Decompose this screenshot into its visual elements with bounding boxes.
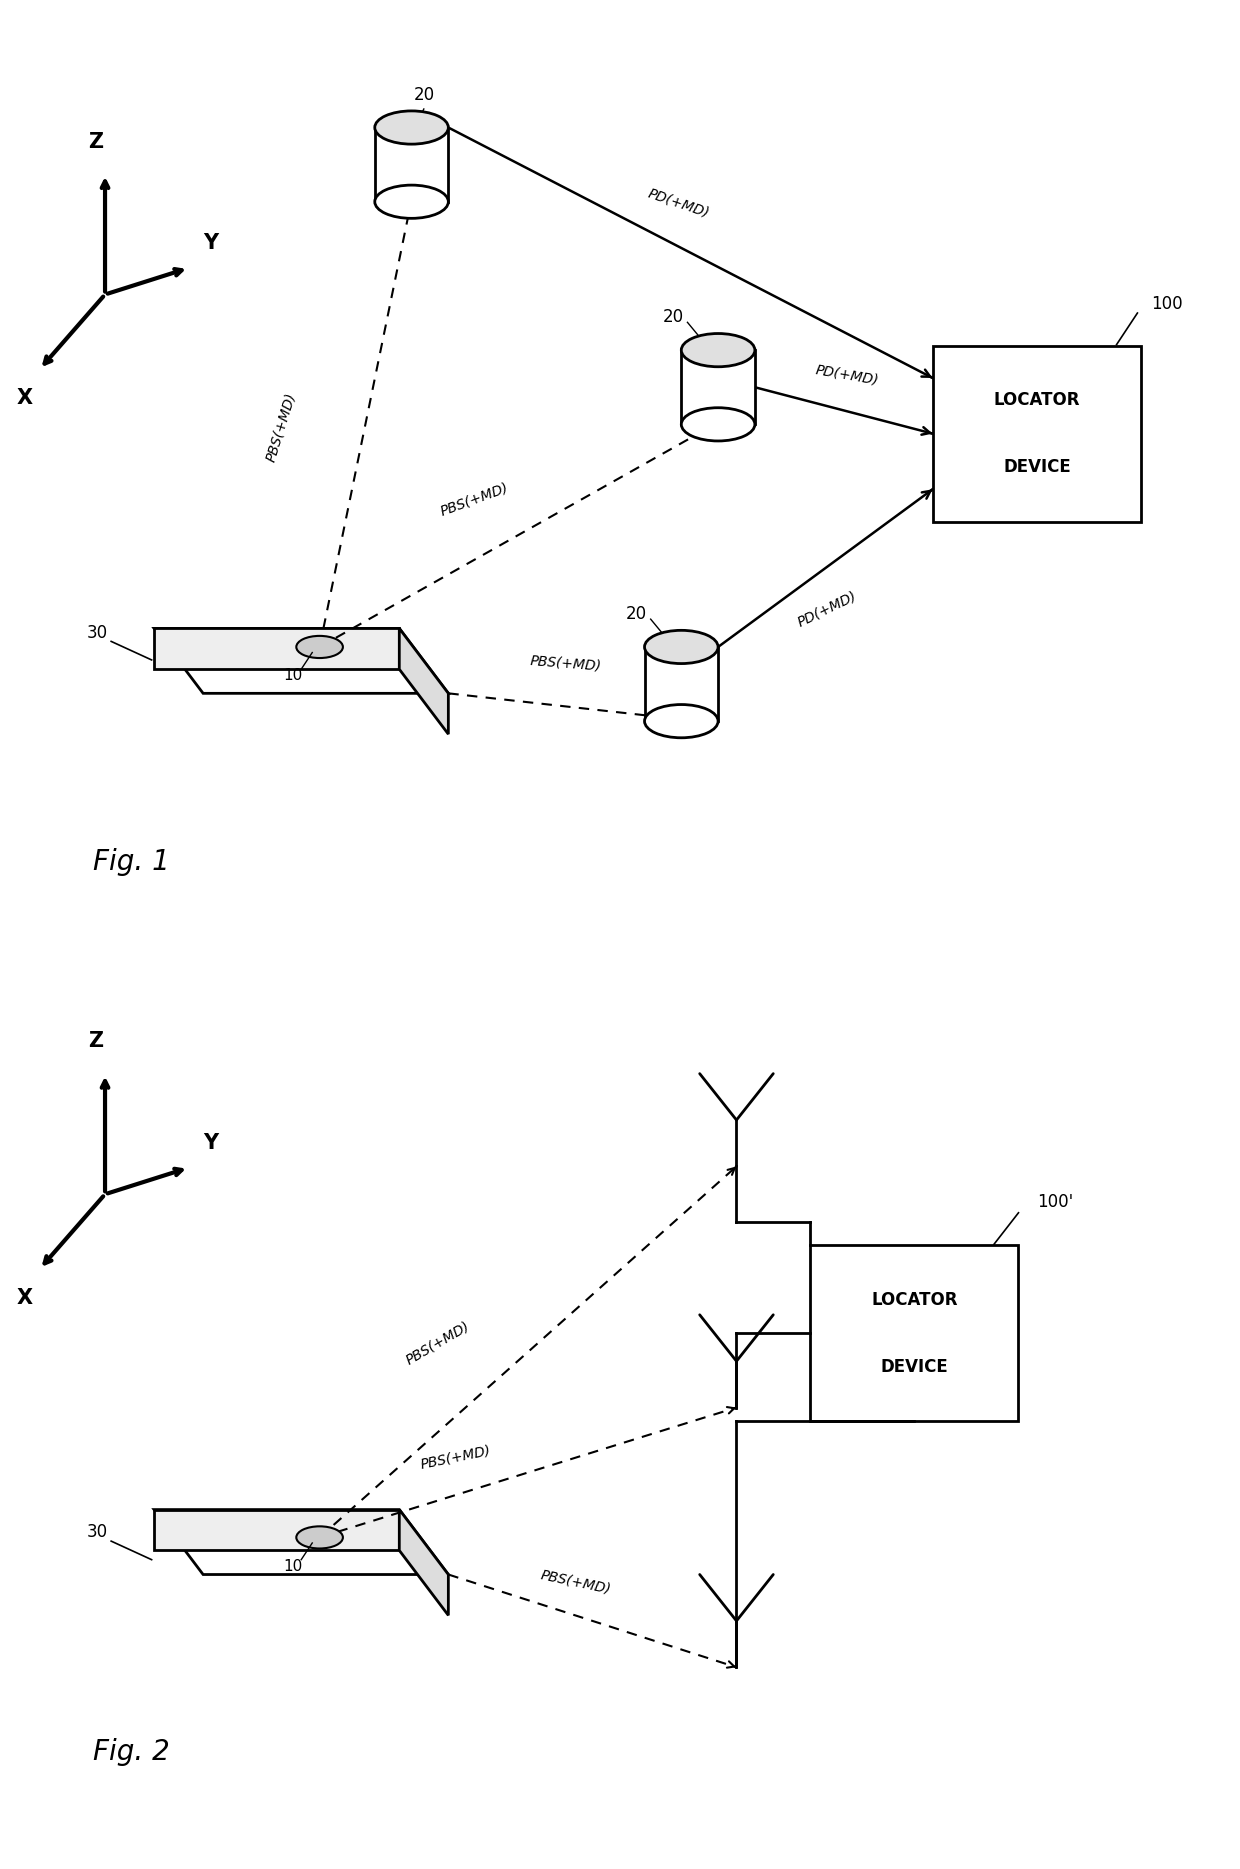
Bar — [810, 1245, 1018, 1422]
Polygon shape — [399, 628, 449, 735]
Text: Fig. 1: Fig. 1 — [93, 847, 170, 875]
Text: Fig. 2: Fig. 2 — [93, 1738, 170, 1766]
Text: 30: 30 — [87, 624, 108, 641]
Ellipse shape — [296, 635, 343, 658]
Text: X: X — [17, 387, 33, 407]
Ellipse shape — [645, 630, 718, 663]
Ellipse shape — [681, 407, 755, 441]
Text: PBS(+MD): PBS(+MD) — [439, 480, 511, 518]
Polygon shape — [154, 628, 399, 669]
Text: 100: 100 — [1151, 295, 1183, 314]
Text: 10: 10 — [283, 1559, 303, 1574]
Ellipse shape — [645, 705, 718, 738]
Text: PD(+MD): PD(+MD) — [815, 363, 880, 387]
Text: Y: Y — [203, 234, 218, 252]
Text: 10: 10 — [283, 669, 303, 684]
Text: PBS(+MD): PBS(+MD) — [264, 391, 299, 464]
Ellipse shape — [374, 185, 449, 219]
Text: PBS(+MD): PBS(+MD) — [403, 1318, 471, 1366]
Text: 20: 20 — [413, 86, 434, 103]
Text: X: X — [17, 1288, 33, 1308]
Text: Z: Z — [88, 131, 103, 151]
Text: DEVICE: DEVICE — [1003, 458, 1071, 477]
Ellipse shape — [681, 333, 755, 366]
Text: PBS(+MD): PBS(+MD) — [539, 1568, 613, 1596]
Text: 30: 30 — [87, 1523, 108, 1542]
Text: DEVICE: DEVICE — [880, 1357, 949, 1376]
Text: 20: 20 — [663, 308, 684, 327]
Text: 100': 100' — [1037, 1192, 1073, 1211]
Bar — [932, 346, 1141, 521]
Polygon shape — [154, 628, 449, 693]
Polygon shape — [374, 127, 449, 202]
Text: PD(+MD): PD(+MD) — [795, 589, 859, 630]
Text: PBS(+MD): PBS(+MD) — [529, 652, 603, 673]
Text: LOCATOR: LOCATOR — [870, 1291, 957, 1308]
Text: Y: Y — [203, 1133, 218, 1153]
Ellipse shape — [296, 1527, 343, 1549]
Polygon shape — [399, 1510, 449, 1615]
Polygon shape — [645, 647, 718, 721]
Text: 20: 20 — [626, 606, 647, 622]
Ellipse shape — [374, 110, 449, 144]
Text: PD(+MD): PD(+MD) — [646, 187, 711, 221]
Polygon shape — [154, 1510, 449, 1574]
Text: Z: Z — [88, 1032, 103, 1052]
Text: LOCATOR: LOCATOR — [993, 391, 1080, 409]
Polygon shape — [154, 1510, 399, 1551]
Text: PBS(+MD): PBS(+MD) — [419, 1443, 492, 1471]
Polygon shape — [681, 350, 755, 424]
